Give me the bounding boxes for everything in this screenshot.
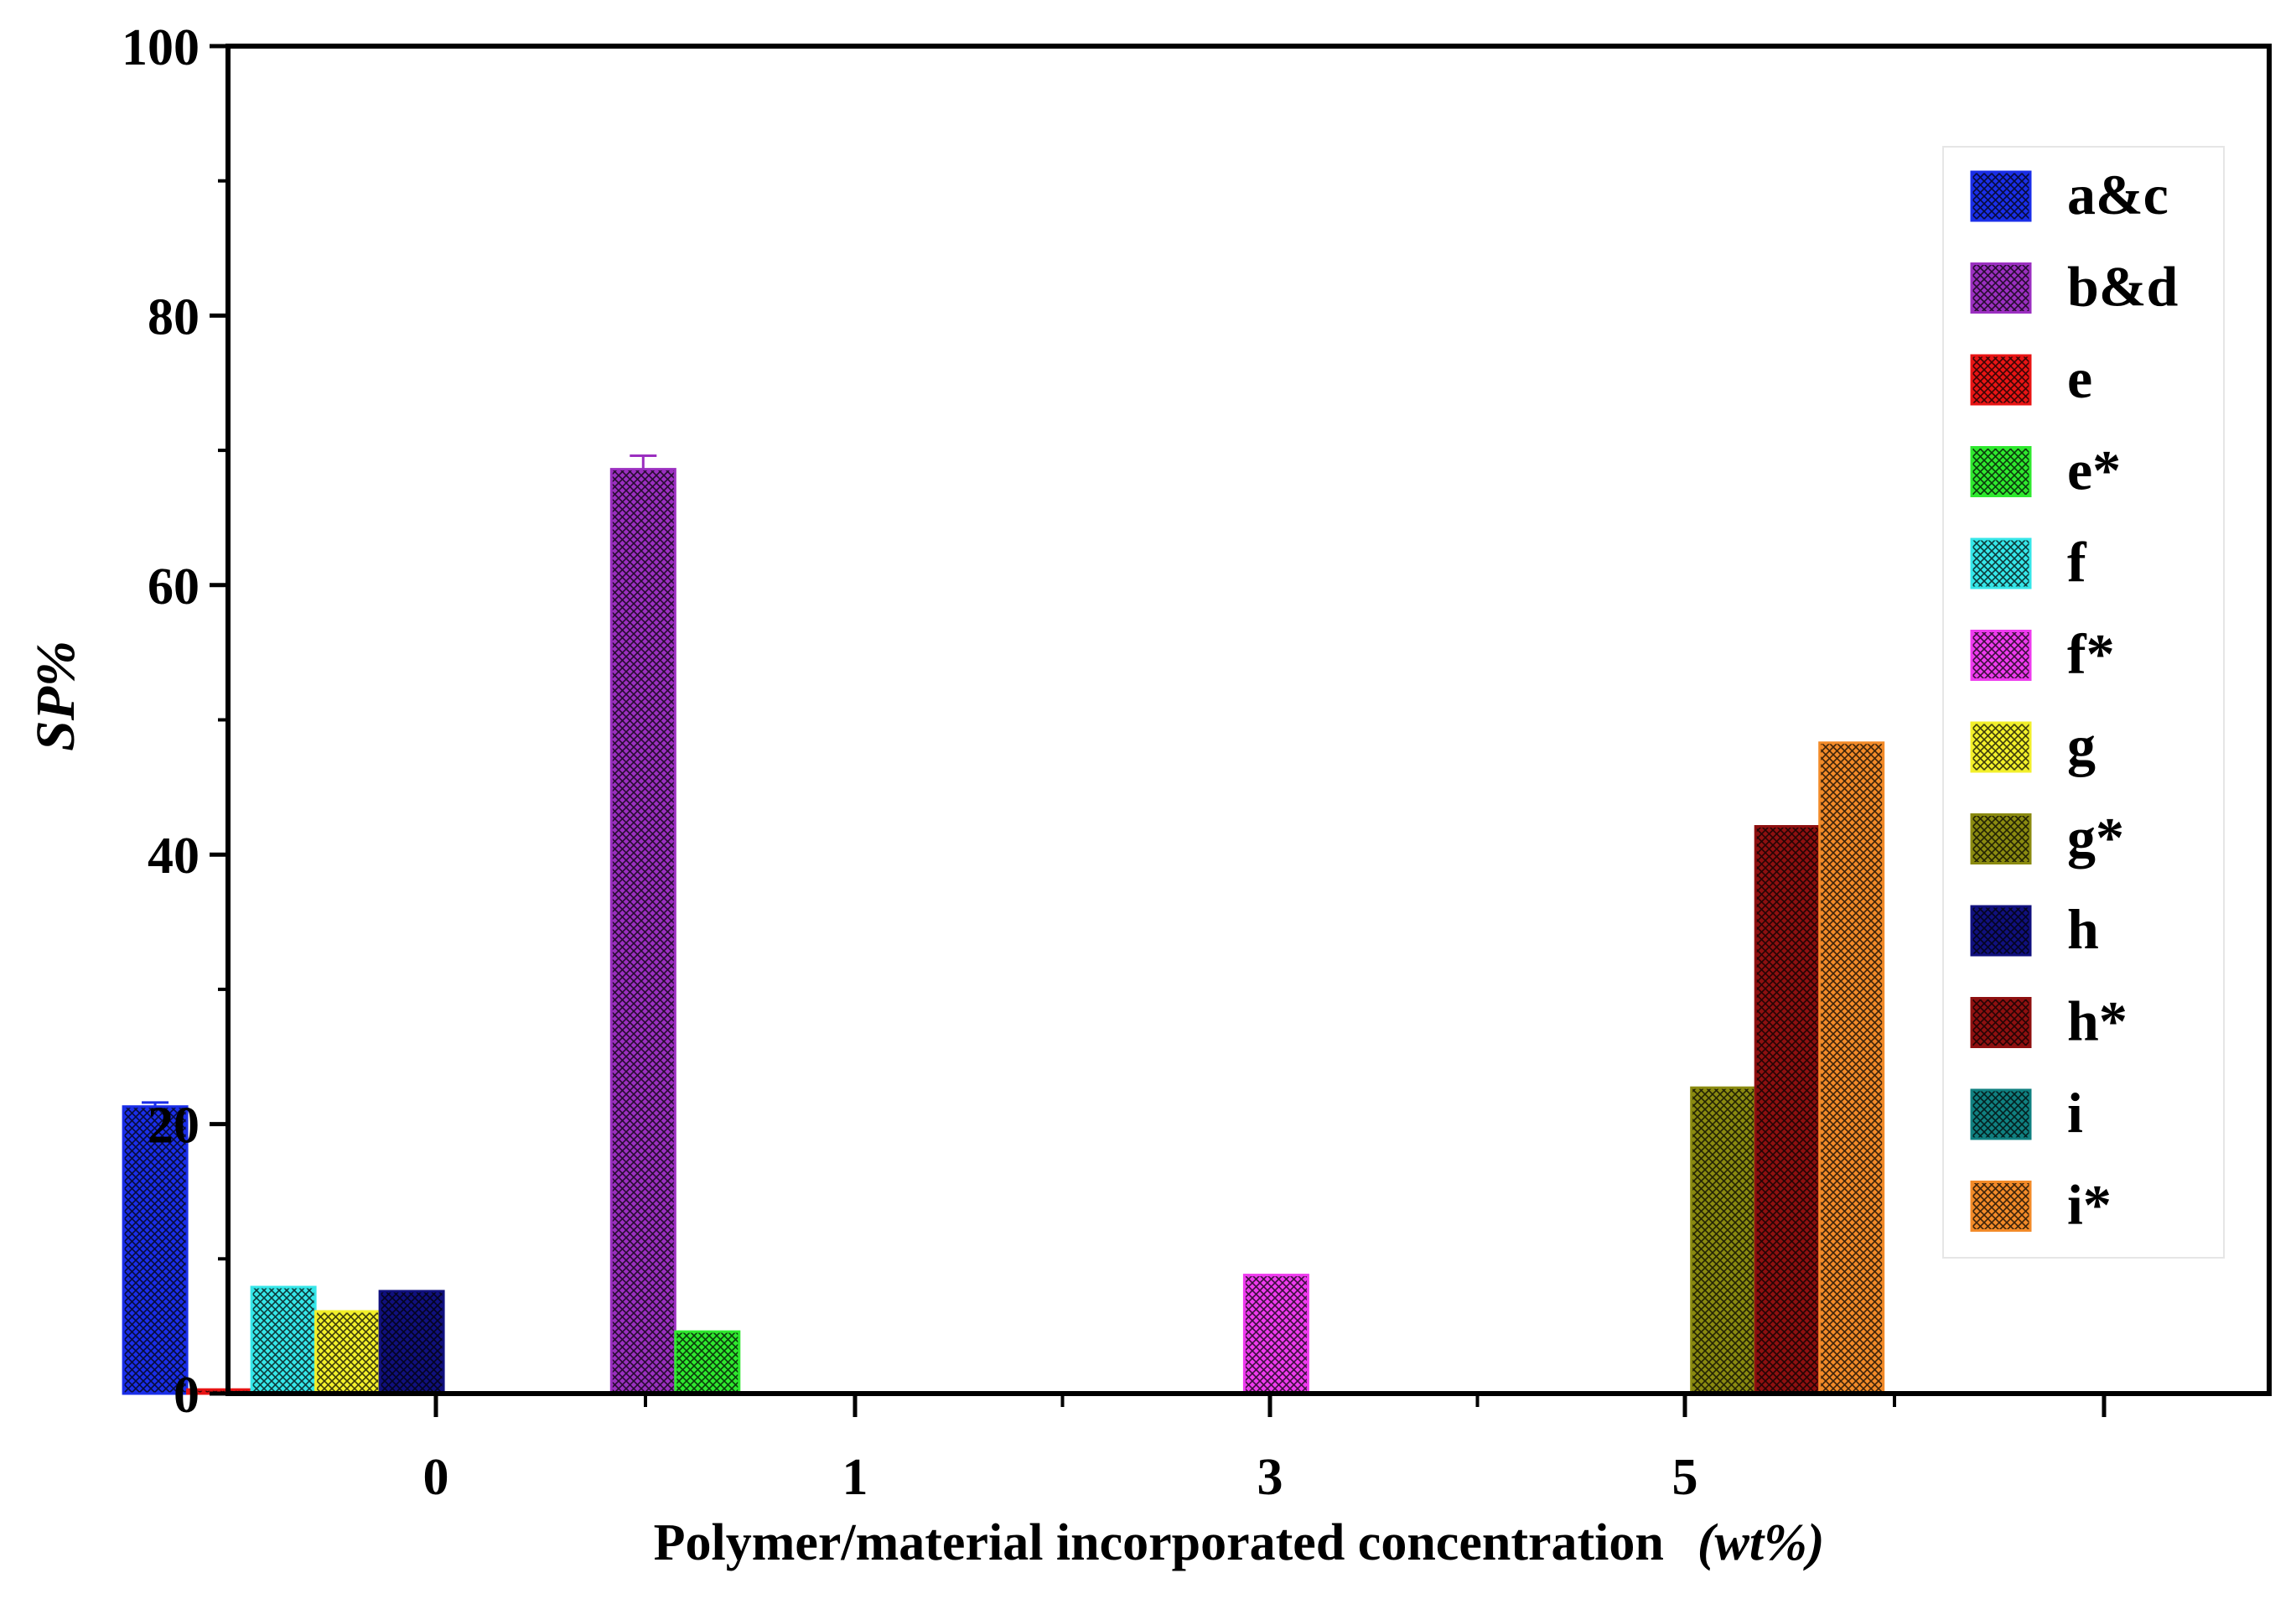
legend-label-g*: g* bbox=[2067, 806, 2124, 870]
legend-swatch-b&d bbox=[1970, 262, 2032, 314]
x-axis-title-main: Polymer/material incorporated concentrat… bbox=[654, 1514, 1664, 1571]
legend-label-h*: h* bbox=[2067, 989, 2128, 1053]
bar-i*-5 bbox=[1818, 741, 1885, 1395]
x-tick-label-3: 3 bbox=[1257, 1449, 1283, 1506]
legend-label-b&d: b&d bbox=[2067, 255, 2178, 319]
legend-label-g: g bbox=[2067, 714, 2096, 777]
legend-swatch-f* bbox=[1970, 630, 2032, 681]
legend-swatch-g bbox=[1970, 721, 2032, 773]
y-tick-label-20: 20 bbox=[148, 1098, 200, 1155]
error-bar-a&c bbox=[142, 1101, 169, 1107]
x-axis-title: Polymer/material incorporated concentrat… bbox=[654, 1514, 1825, 1571]
legend-swatch-i* bbox=[1970, 1181, 2032, 1232]
legend-swatch-h* bbox=[1970, 997, 2032, 1048]
error-bar-b&d bbox=[630, 454, 657, 470]
bar-e*-1 bbox=[674, 1330, 741, 1395]
legend-box bbox=[1942, 146, 2225, 1259]
bar-g*-5 bbox=[1690, 1086, 1757, 1395]
legend-label-f*: f* bbox=[2067, 622, 2115, 686]
legend-label-i*: i* bbox=[2067, 1173, 2112, 1237]
bar-f*-3 bbox=[1242, 1274, 1309, 1395]
x-axis-title-unit: (wt%) bbox=[1697, 1514, 1825, 1571]
bar-g-0 bbox=[314, 1310, 381, 1395]
legend: a&c b&d e e* f f* g g* h h* i i* bbox=[1942, 146, 2225, 1259]
x-tick-label-0: 0 bbox=[423, 1449, 449, 1506]
legend-label-e*: e* bbox=[2067, 439, 2121, 502]
legend-swatch-a&c bbox=[1970, 170, 2032, 222]
y-tick-label-0: 0 bbox=[174, 1367, 200, 1424]
bar-h*-5 bbox=[1754, 825, 1821, 1395]
legend-swatch-i bbox=[1970, 1088, 2032, 1140]
x-tick-label-1: 1 bbox=[842, 1449, 868, 1506]
y-tick-label-40: 40 bbox=[148, 828, 200, 885]
legend-swatch-f bbox=[1970, 537, 2032, 589]
ticks-layer: 0 20 40 60 80 100 0 1 3 5 bbox=[122, 19, 2107, 1506]
bar-h-0 bbox=[378, 1290, 445, 1395]
legend-swatch-e bbox=[1970, 354, 2032, 406]
legend-label-e: e bbox=[2067, 346, 2092, 410]
bar-a&c-0 bbox=[122, 1105, 189, 1395]
legend-swatch-h bbox=[1970, 905, 2032, 957]
legend-label-i: i bbox=[2067, 1081, 2083, 1145]
legend-swatch-e* bbox=[1970, 446, 2032, 497]
y-tick-label-80: 80 bbox=[148, 288, 200, 345]
legend-label-f: f bbox=[2067, 530, 2087, 594]
legend-swatch-g* bbox=[1970, 813, 2032, 864]
legend-label-h: h bbox=[2067, 897, 2099, 961]
bar-b&d-1 bbox=[609, 468, 676, 1395]
y-tick-label-100: 100 bbox=[122, 19, 200, 76]
x-tick-label-5: 5 bbox=[1672, 1449, 1698, 1506]
y-axis-title: SP% bbox=[25, 641, 86, 751]
y-tick-label-60: 60 bbox=[148, 558, 200, 615]
bar-f-0 bbox=[250, 1285, 317, 1395]
bars-layer bbox=[122, 454, 1885, 1395]
legend-label-a&c: a&c bbox=[2067, 163, 2169, 226]
